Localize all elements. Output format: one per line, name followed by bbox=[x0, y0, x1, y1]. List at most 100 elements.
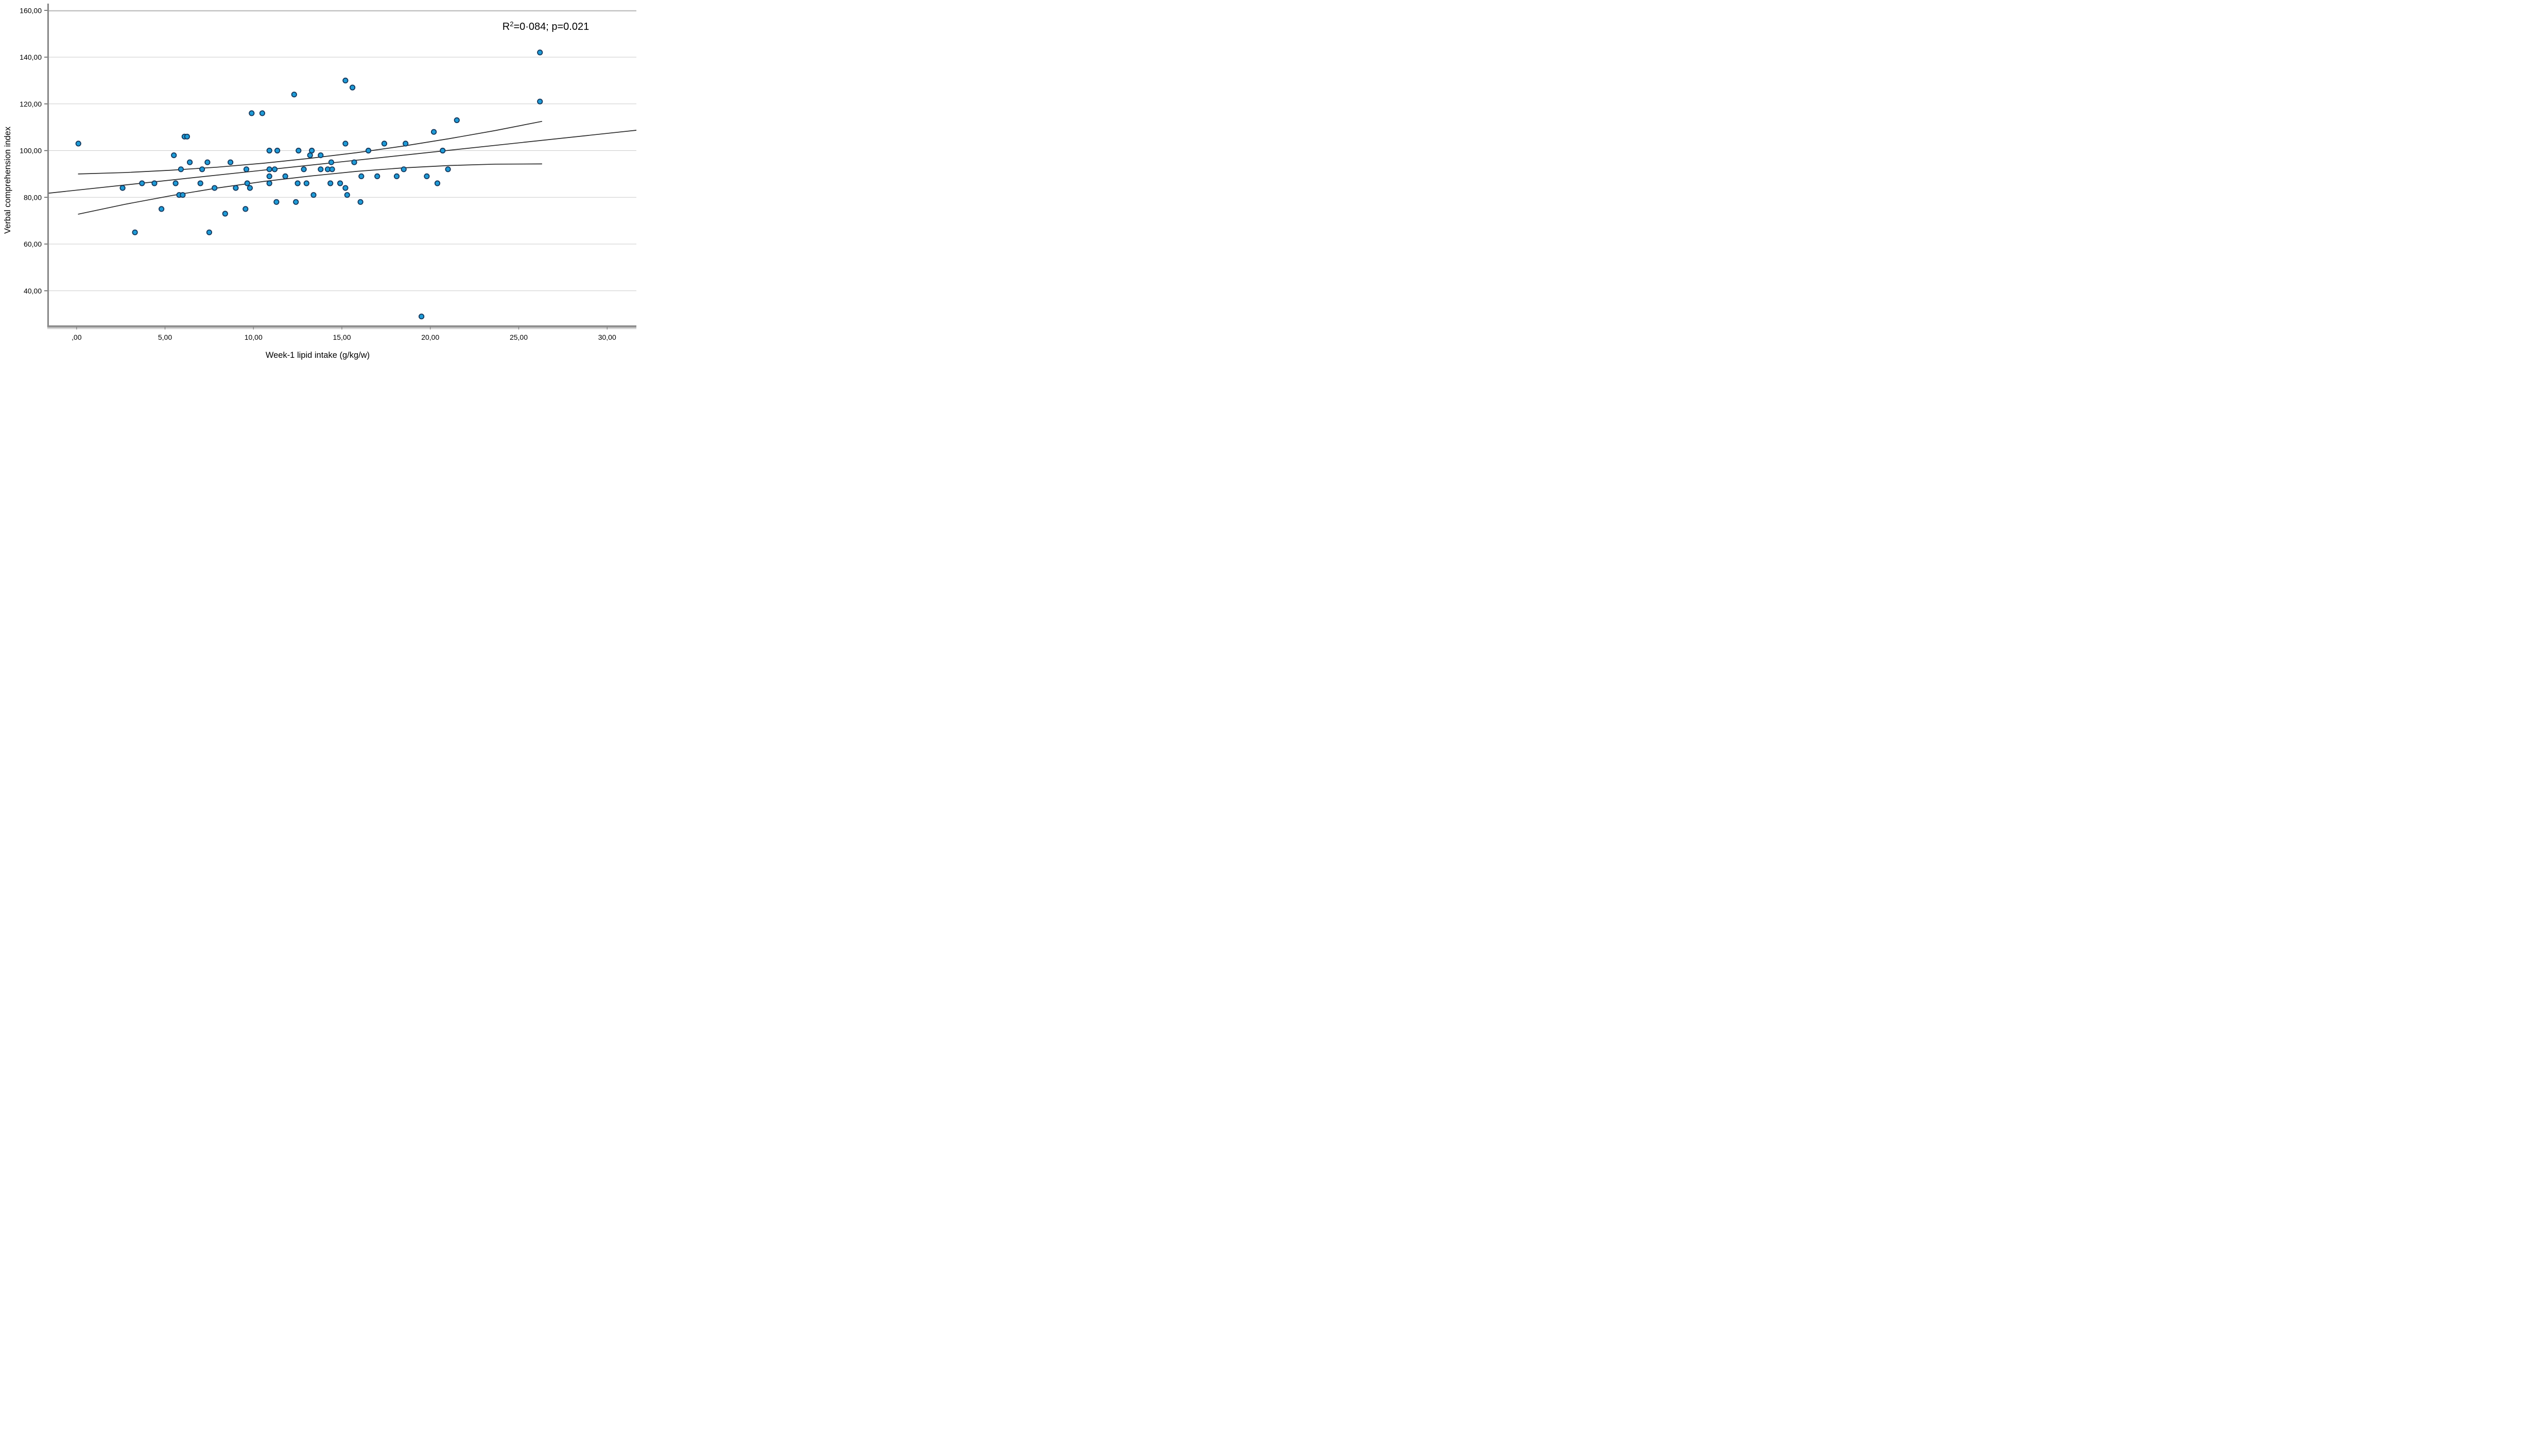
data-point bbox=[227, 159, 234, 165]
data-point bbox=[282, 173, 288, 179]
data-point bbox=[197, 180, 203, 186]
data-point bbox=[222, 211, 228, 217]
data-point bbox=[440, 147, 446, 154]
data-point bbox=[249, 110, 255, 116]
data-point bbox=[293, 199, 299, 205]
data-point bbox=[308, 147, 315, 154]
y-tick-label-140: 140,00 bbox=[20, 53, 42, 61]
x-tick-label-0: ,00 bbox=[72, 333, 82, 341]
fit-line bbox=[48, 130, 636, 194]
data-point bbox=[434, 180, 441, 186]
data-point bbox=[310, 192, 317, 198]
ci-lower-line bbox=[78, 163, 543, 215]
data-point bbox=[178, 166, 184, 172]
data-point bbox=[75, 141, 81, 147]
data-point bbox=[357, 199, 363, 205]
data-point bbox=[337, 180, 343, 186]
x-tick-label-5: 5,00 bbox=[158, 333, 172, 341]
data-point bbox=[318, 152, 324, 159]
data-point bbox=[266, 180, 272, 186]
data-point bbox=[327, 180, 334, 186]
data-point bbox=[243, 166, 250, 172]
data-point bbox=[266, 166, 272, 172]
data-point bbox=[342, 141, 349, 147]
data-point bbox=[243, 206, 249, 212]
data-point bbox=[329, 166, 335, 172]
data-point bbox=[351, 159, 357, 165]
data-point bbox=[454, 117, 460, 124]
data-point bbox=[186, 159, 193, 165]
data-point bbox=[139, 180, 145, 186]
data-point bbox=[418, 314, 425, 320]
data-point bbox=[266, 147, 272, 154]
annotation-superscript-2: 2 bbox=[510, 20, 513, 28]
data-point bbox=[301, 166, 307, 172]
data-point bbox=[537, 98, 543, 105]
data-point bbox=[295, 180, 301, 186]
data-point bbox=[266, 173, 272, 179]
y-tick-label-80: 80,00 bbox=[24, 193, 42, 201]
data-point bbox=[296, 147, 302, 154]
data-point bbox=[274, 147, 281, 154]
data-point bbox=[537, 49, 543, 56]
data-point bbox=[184, 133, 190, 140]
x-tick-label-15: 15,00 bbox=[333, 333, 351, 341]
y-tick-label-40: 40,00 bbox=[24, 287, 42, 295]
data-points bbox=[75, 49, 543, 320]
x-axis bbox=[47, 325, 636, 327]
data-point bbox=[158, 206, 165, 212]
data-point bbox=[180, 192, 186, 198]
data-point bbox=[244, 180, 250, 186]
data-point bbox=[212, 185, 218, 191]
ci-upper-line bbox=[78, 120, 543, 175]
data-point bbox=[342, 185, 349, 191]
y-axis bbox=[47, 4, 49, 327]
data-point bbox=[303, 180, 309, 186]
y-tick-label-100: 100,00 bbox=[20, 147, 42, 155]
y-tick-label-120: 120,00 bbox=[20, 100, 42, 108]
data-point bbox=[328, 159, 335, 165]
data-point bbox=[271, 166, 278, 172]
data-point bbox=[119, 185, 126, 191]
data-point bbox=[393, 173, 400, 179]
scatter-plot-figure: 40,00 60,00 80,00 100,00 120,00 140,00 160,00,… bbox=[0, 0, 636, 364]
data-point bbox=[342, 77, 349, 83]
data-point bbox=[401, 166, 407, 172]
data-point bbox=[259, 110, 265, 116]
data-point bbox=[171, 152, 177, 159]
data-point bbox=[445, 166, 451, 172]
data-point bbox=[291, 92, 297, 98]
tick-marks bbox=[44, 10, 608, 330]
data-point bbox=[374, 173, 380, 179]
r-squared-annotation: R2=0·084; p=0.021 bbox=[503, 20, 589, 32]
data-point bbox=[132, 229, 138, 235]
gridlines bbox=[49, 10, 636, 291]
data-point bbox=[199, 166, 205, 172]
x-tick-label-20: 20,00 bbox=[421, 333, 439, 341]
x-tick-label-30: 30,00 bbox=[598, 333, 616, 341]
data-point bbox=[307, 152, 313, 159]
data-point bbox=[151, 180, 158, 186]
data-point bbox=[424, 173, 430, 179]
x-tick-label-25: 25,00 bbox=[510, 333, 528, 341]
scatter-plot-canvas: 40,00 60,00 80,00 100,00 120,00 140,00 160,00,… bbox=[3, 4, 636, 360]
data-point bbox=[365, 147, 372, 154]
x-tick-label-10: 10,00 bbox=[245, 333, 263, 341]
data-point bbox=[403, 141, 409, 147]
data-point bbox=[358, 173, 365, 179]
data-point bbox=[430, 129, 437, 135]
y-axis-title: Verbal comprehension index bbox=[3, 126, 12, 234]
data-point bbox=[349, 84, 356, 91]
data-point bbox=[233, 185, 239, 191]
axes bbox=[47, 4, 636, 330]
data-point bbox=[247, 185, 253, 191]
data-point bbox=[206, 229, 212, 235]
plot-top-border-shadow bbox=[49, 10, 636, 12]
y-tick-label-160: 160,00 bbox=[20, 6, 42, 14]
data-point bbox=[381, 141, 388, 147]
fit-and-ci-lines bbox=[48, 120, 636, 215]
data-point bbox=[172, 180, 179, 186]
data-point bbox=[318, 166, 324, 172]
data-point bbox=[204, 159, 211, 165]
annotation-values: =0·084; p=0.021 bbox=[513, 21, 589, 32]
